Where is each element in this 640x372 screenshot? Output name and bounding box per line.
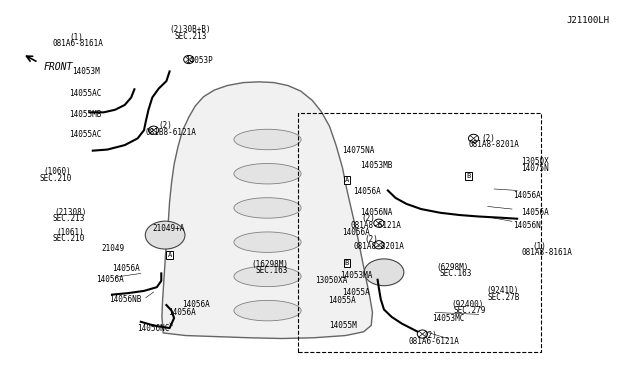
Text: (1060): (1060): [44, 167, 71, 176]
Text: (1): (1): [532, 242, 547, 251]
Text: (2): (2): [159, 121, 173, 130]
Text: 081A6-6121A: 081A6-6121A: [408, 337, 459, 346]
Text: FRONT: FRONT: [44, 62, 73, 72]
Text: 081A8-8201A: 081A8-8201A: [353, 242, 404, 251]
Text: 14075N: 14075N: [522, 164, 549, 173]
Text: 081A8-8161A: 081A8-8161A: [522, 248, 572, 257]
Text: 14053MA: 14053MA: [340, 271, 373, 280]
Text: 14053P: 14053P: [186, 56, 213, 65]
Text: 14056NC: 14056NC: [138, 324, 170, 333]
Polygon shape: [162, 82, 372, 339]
Ellipse shape: [184, 55, 194, 64]
Text: 14056A: 14056A: [513, 191, 541, 200]
Text: (2): (2): [424, 331, 438, 340]
Ellipse shape: [417, 330, 428, 338]
Ellipse shape: [234, 129, 301, 150]
Text: 14055AC: 14055AC: [69, 130, 102, 139]
Bar: [298, 113, 541, 352]
Ellipse shape: [234, 198, 301, 218]
Text: 13050XA: 13050XA: [315, 276, 348, 285]
Text: 081A8-8201A: 081A8-8201A: [468, 140, 519, 149]
Ellipse shape: [145, 221, 185, 249]
Text: 14056A: 14056A: [96, 275, 124, 284]
Ellipse shape: [234, 164, 301, 184]
Text: (9241D): (9241D): [486, 286, 519, 295]
Text: B: B: [467, 173, 470, 179]
Text: 081B8-6121A: 081B8-6121A: [146, 128, 196, 137]
Ellipse shape: [468, 134, 479, 142]
Text: J21100LH: J21100LH: [566, 16, 609, 25]
Text: 13050X: 13050X: [522, 157, 549, 166]
Text: 14056NB: 14056NB: [109, 295, 141, 304]
Text: (2)30B+B): (2)30B+B): [170, 25, 211, 34]
Text: 21049+A: 21049+A: [152, 224, 185, 233]
Text: SEC.213: SEC.213: [174, 32, 207, 41]
Text: 14056A: 14056A: [112, 264, 140, 273]
Ellipse shape: [234, 232, 301, 253]
Text: A: A: [168, 252, 172, 258]
Text: (21308): (21308): [54, 208, 87, 217]
Text: (92400): (92400): [451, 300, 484, 309]
Text: SEC.27B: SEC.27B: [488, 293, 520, 302]
Text: (2): (2): [481, 134, 495, 143]
Text: 14053M: 14053M: [72, 67, 99, 76]
Text: (6298M): (6298M): [436, 263, 469, 272]
Text: 14053MC: 14053MC: [432, 314, 465, 323]
Ellipse shape: [148, 126, 159, 134]
Text: SEC.163: SEC.163: [439, 269, 472, 278]
Text: (2): (2): [362, 214, 376, 223]
Text: 14075NA: 14075NA: [342, 146, 375, 155]
Text: 14055MB: 14055MB: [69, 110, 102, 119]
Text: SEC.210: SEC.210: [40, 174, 72, 183]
Text: 14056A: 14056A: [168, 308, 195, 317]
Text: 14055A: 14055A: [342, 288, 370, 296]
Text: 14056NA: 14056NA: [360, 208, 392, 217]
Text: (1): (1): [69, 33, 83, 42]
Text: 14056A: 14056A: [182, 300, 210, 309]
Text: 081A6-8161A: 081A6-8161A: [52, 39, 103, 48]
Text: (16298M): (16298M): [251, 260, 288, 269]
Text: SEC.163: SEC.163: [256, 266, 289, 275]
Ellipse shape: [364, 259, 404, 286]
Text: 14055AC: 14055AC: [69, 89, 102, 98]
Text: 14056A: 14056A: [522, 208, 549, 217]
Text: SEC.210: SEC.210: [52, 234, 85, 243]
Text: (2): (2): [365, 235, 379, 244]
Text: B: B: [345, 260, 349, 266]
Text: SEC.279: SEC.279: [453, 306, 486, 315]
Ellipse shape: [374, 241, 384, 249]
Text: A: A: [345, 177, 349, 183]
Text: 081A8-6121A: 081A8-6121A: [351, 221, 401, 230]
Text: 14056A: 14056A: [342, 228, 370, 237]
Text: 14056A: 14056A: [353, 187, 381, 196]
Ellipse shape: [234, 301, 301, 321]
Ellipse shape: [374, 219, 384, 227]
Text: 14053MB: 14053MB: [360, 161, 392, 170]
Text: (1061): (1061): [56, 228, 84, 237]
Text: 14055M: 14055M: [330, 321, 357, 330]
Text: 14056N: 14056N: [513, 221, 541, 230]
Ellipse shape: [234, 266, 301, 287]
Text: 21049: 21049: [101, 244, 124, 253]
Text: SEC.213: SEC.213: [52, 214, 85, 223]
Text: 14055A: 14055A: [328, 296, 355, 305]
